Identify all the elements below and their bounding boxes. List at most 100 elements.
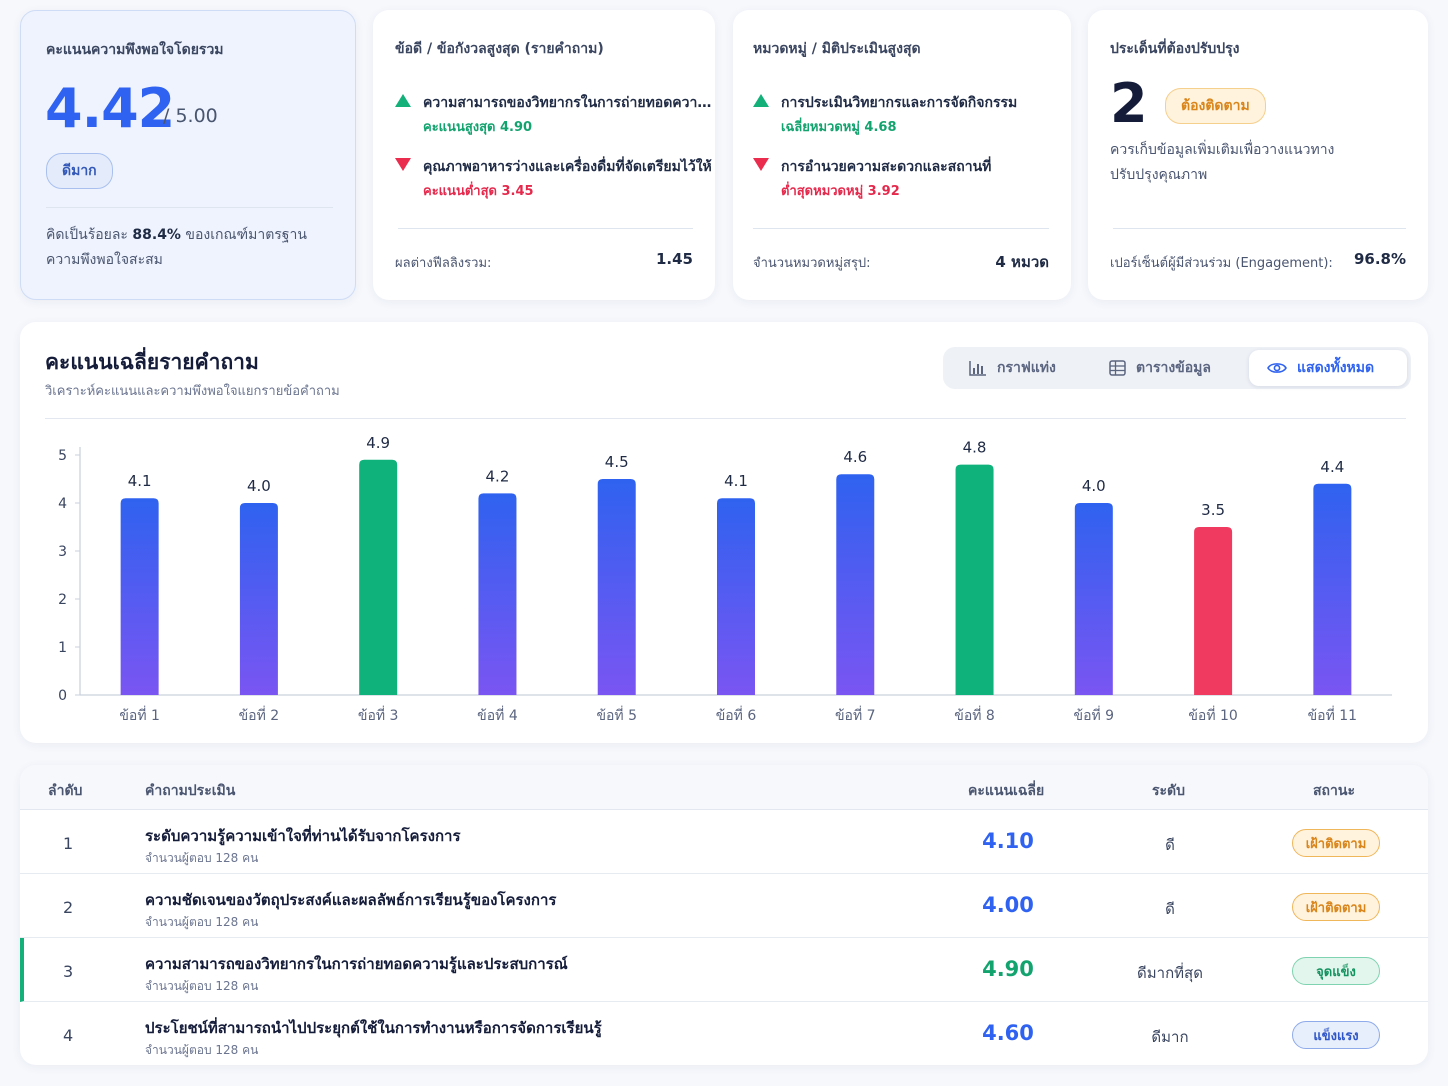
status-badge: เฝ้าติดตาม (1292, 893, 1380, 921)
triangle-down-icon (395, 158, 411, 171)
bar-value-label: 4.0 (1082, 477, 1106, 495)
bar-chart-view-button[interactable]: กราฟแท่ง (951, 350, 1074, 386)
y-tick-label: 1 (58, 640, 67, 656)
row-respondents: จำนวนผู้ตอบ 128 คน (145, 851, 259, 865)
overall-score-card: คะแนนความพึงพอใจโดยรวม 4.42 / 5.00 ดีมาก… (20, 10, 356, 300)
overall-title: คะแนนความพึงพอใจโดยรวม (46, 42, 224, 58)
bar (955, 464, 994, 695)
issues-badge: ต้องติดตาม (1165, 88, 1266, 124)
bar (1194, 527, 1233, 695)
issues-footer-value: 96.8% (1353, 250, 1406, 268)
strength-top-sub: คะแนนสูงสุด 4.90 (423, 120, 533, 135)
bar-value-label: 4.6 (843, 448, 867, 466)
categories-footer-label: จำนวนหมวดหมู่สรุป: (753, 256, 871, 271)
row-index: 2 (63, 898, 74, 917)
categories-footer-value: 4 หมวด (995, 253, 1049, 271)
category-bottom-sub: ต่ำสุดหมวดหมู่ 3.92 (781, 184, 900, 199)
row-score: 4.90 (982, 957, 1034, 981)
row-index: 1 (63, 834, 74, 853)
x-tick-label: ข้อที่ 9 (1074, 706, 1115, 724)
row-index: 3 (63, 962, 74, 981)
bar-value-label: 4.1 (724, 472, 748, 490)
x-tick-label: ข้อที่ 7 (835, 706, 876, 724)
bar (1074, 503, 1113, 695)
row-score: 4.60 (982, 1021, 1034, 1045)
category-bottom-label: การอำนวยความสะดวกและสถานที่ (781, 159, 992, 175)
strengths-title: ข้อดี / ข้อกังวลสูงสุด (รายคำถาม) (395, 41, 604, 57)
strengths-card: ข้อดี / ข้อกังวลสูงสุด (รายคำถาม) ความสา… (373, 10, 715, 300)
y-tick-label: 2 (58, 592, 67, 608)
row-respondents: จำนวนผู้ตอบ 128 คน (145, 1043, 259, 1057)
x-tick-label: ข้อที่ 10 (1188, 706, 1237, 724)
strength-bottom-label: คุณภาพอาหารว่างและเครื่องดื่มที่จัดเตรีย… (423, 159, 712, 175)
bar-chart: 0 1 2 3 4 5 4.1 ข้อที่ 1 4.0 ข้อที่ 2 4.9 ข้อที่ 3 4… (58, 434, 1392, 724)
header-question: คำถามประเมิน (145, 783, 236, 799)
y-tick-label: 4 (58, 496, 67, 512)
row-question: ประโยชน์ที่สามารถนำไปประยุกต์ใช้ในการทำง… (145, 1019, 602, 1037)
x-tick-label: ข้อที่ 2 (239, 706, 280, 724)
bar-value-label: 4.0 (247, 477, 271, 495)
row-level: ดีมากที่สุด (1137, 964, 1203, 982)
table-row[interactable]: 3 ความสามารถของวิทยากรในการถ่ายทอดความรู… (20, 938, 1428, 1002)
strengths-footer-value: 1.45 (655, 250, 693, 268)
table-row[interactable]: 4 ประโยชน์ที่สามารถนำไปประยุกต์ใช้ในการท… (20, 1002, 1428, 1065)
overall-note-suffix: ของเกณฑ์มาตรฐาน ความพึงพอใจสะสม (46, 227, 307, 268)
overall-max: / 5.00 (163, 105, 218, 127)
table-icon (1109, 360, 1126, 376)
table-view-label: ตารางข้อมูล (1136, 360, 1211, 376)
x-tick-label: ข้อที่ 3 (358, 706, 399, 724)
divider (753, 228, 1049, 229)
bar-value-label: 4.2 (486, 467, 510, 485)
overall-level-badge: ดีมาก (46, 153, 113, 189)
bar (478, 493, 517, 695)
bar-value-label: 4.5 (605, 453, 629, 471)
header-index: ลำดับ (48, 783, 83, 799)
bar-chart-icon (969, 361, 986, 376)
bar-value-label: 4.8 (963, 439, 987, 457)
chart-card: คะแนนเฉลี่ยรายคำถาม วิเคราะห์คะแนนและควา… (20, 322, 1428, 743)
overall-note-prefix: คิดเป็นร้อยละ (46, 227, 128, 243)
show-all-button[interactable]: แสดงทั้งหมด (1249, 350, 1407, 386)
divider (45, 418, 1406, 419)
chart-subtitle: วิเคราะห์คะแนนและความพึงพอใจแยกรายข้อคำถ… (45, 384, 340, 399)
issues-footer-label: เปอร์เซ็นต์ผู้มีส่วนร่วม (Engagement): (1110, 256, 1333, 271)
row-score: 4.10 (982, 829, 1034, 853)
issues-note: ควรเก็บข้อมูลเพิ่มเติมเพื่อวางแนวทางปรับ… (1110, 142, 1335, 183)
table-row[interactable]: 2 ความชัดเจนของวัตถุประสงค์และผลลัพธ์การ… (20, 874, 1428, 938)
issues-title: ประเด็นที่ต้องปรับปรุง (1110, 41, 1240, 57)
row-question: ความชัดเจนของวัตถุประสงค์และผลลัพธ์การเร… (145, 891, 557, 909)
overall-note-value: 88.4% (132, 227, 181, 243)
row-question: ความสามารถของวิทยากรในการถ่ายทอดความรู้แ… (145, 955, 568, 973)
row-level: ดี (1165, 900, 1175, 918)
x-tick-label: ข้อที่ 1 (119, 706, 160, 724)
row-index: 4 (63, 1026, 74, 1045)
header-status: สถานะ (1313, 783, 1355, 799)
bar-value-label: 4.9 (366, 434, 390, 452)
categories-title: หมวดหมู่ / มิติประเมินสูงสุด (753, 41, 921, 57)
table-view-button[interactable]: ตารางข้อมูล (1091, 350, 1229, 386)
bar (359, 459, 398, 695)
overall-note: คิดเป็นร้อยละ 88.4% ของเกณฑ์มาตรฐาน ความ… (46, 223, 336, 273)
bar-value-label: 4.1 (128, 472, 152, 490)
bar-value-label: 3.5 (1201, 501, 1225, 519)
categories-card: หมวดหมู่ / มิติประเมินสูงสุด การประเมินว… (733, 10, 1071, 300)
header-level: ระดับ (1152, 783, 1186, 799)
triangle-up-icon (395, 94, 411, 107)
bar (836, 474, 875, 695)
row-respondents: จำนวนผู้ตอบ 128 คน (145, 915, 259, 929)
overall-score: 4.42 (45, 77, 175, 140)
triangle-down-icon (753, 158, 769, 171)
bar (239, 503, 278, 695)
row-respondents: จำนวนผู้ตอบ 128 คน (145, 979, 259, 993)
bar (1313, 483, 1352, 695)
table-row[interactable]: 1 ระดับความรู้ความเข้าใจที่ท่านได้รับจาก… (20, 810, 1428, 874)
x-tick-label: ข้อที่ 4 (477, 706, 518, 724)
row-score: 4.00 (982, 893, 1034, 917)
eye-icon (1267, 363, 1287, 373)
x-tick-label: ข้อที่ 11 (1308, 706, 1357, 724)
status-badge: เฝ้าติดตาม (1292, 829, 1380, 857)
strength-top-label: ความสามารถของวิทยากรในการถ่ายทอดความรู้แ… (423, 95, 713, 111)
divider (398, 228, 693, 229)
issues-count: 2 (1110, 72, 1148, 135)
divider (1113, 228, 1406, 229)
